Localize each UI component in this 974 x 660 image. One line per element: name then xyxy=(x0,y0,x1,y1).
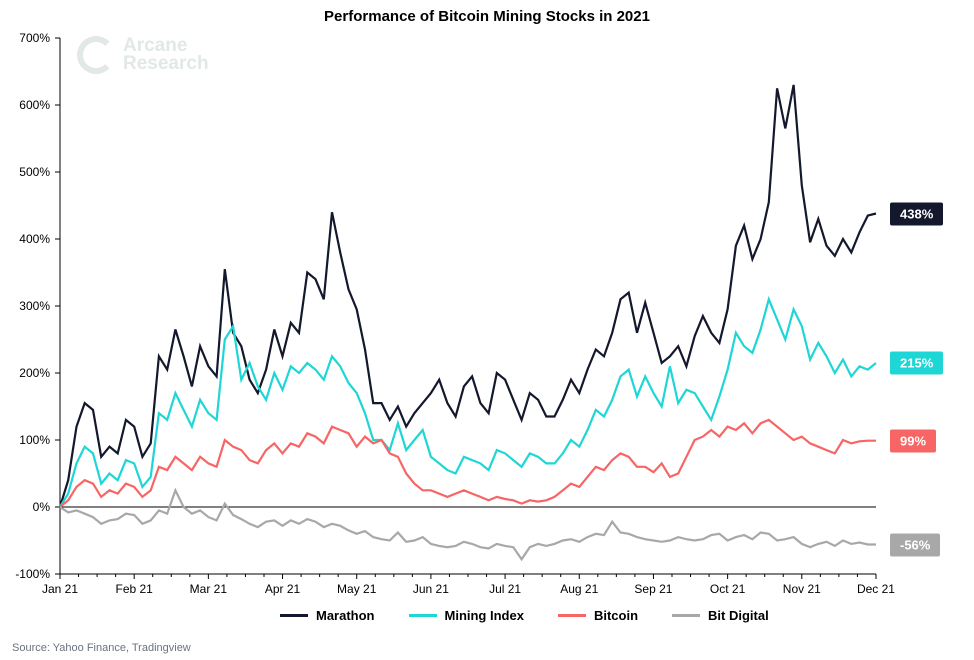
legend-swatch xyxy=(672,614,700,617)
x-axis-label: Nov 21 xyxy=(783,582,821,596)
legend-label: Bit Digital xyxy=(708,608,769,623)
legend-item-bitcoin: Bitcoin xyxy=(558,608,638,623)
y-axis-label: -100% xyxy=(0,567,50,581)
legend-item-marathon: Marathon xyxy=(280,608,375,623)
x-axis-label: Mar 21 xyxy=(190,582,227,596)
y-axis-label: 0% xyxy=(0,500,50,514)
legend-label: Mining Index xyxy=(445,608,524,623)
series-marathon xyxy=(60,85,876,507)
y-axis-label: 400% xyxy=(0,232,50,246)
chart-title: Performance of Bitcoin Mining Stocks in … xyxy=(0,8,974,25)
x-axis-label: Jan 21 xyxy=(42,582,78,596)
x-axis-label: Jun 21 xyxy=(413,582,449,596)
end-label-marathon: 438% xyxy=(890,202,943,225)
plot-area xyxy=(60,38,876,574)
x-axis-label: Jul 21 xyxy=(489,582,521,596)
end-label-bitcoin: 99% xyxy=(890,429,936,452)
chart-container: Performance of Bitcoin Mining Stocks in … xyxy=(0,0,974,660)
x-axis-label: Oct 21 xyxy=(710,582,745,596)
y-axis-label: 300% xyxy=(0,299,50,313)
series-mining-index xyxy=(60,299,876,507)
legend-swatch xyxy=(558,614,586,617)
source-text: Source: Yahoo Finance, Tradingview xyxy=(12,642,191,654)
legend-swatch xyxy=(409,614,437,617)
legend-swatch xyxy=(280,614,308,617)
series-bit-digital xyxy=(60,490,876,559)
legend-item-mining-index: Mining Index xyxy=(409,608,524,623)
x-axis-label: May 21 xyxy=(337,582,376,596)
legend-item-bit-digital: Bit Digital xyxy=(672,608,769,623)
legend-label: Marathon xyxy=(316,608,375,623)
y-axis-label: 700% xyxy=(0,31,50,45)
y-axis-label: 100% xyxy=(0,433,50,447)
x-axis-label: Sep 21 xyxy=(634,582,672,596)
y-axis-label: 500% xyxy=(0,165,50,179)
x-axis-label: Aug 21 xyxy=(560,582,598,596)
legend: Marathon Mining Index Bitcoin Bit Digital xyxy=(280,608,769,623)
series-bitcoin xyxy=(60,420,876,507)
y-axis-label: 600% xyxy=(0,98,50,112)
x-axis-label: Dec 21 xyxy=(857,582,895,596)
x-axis-label: Feb 21 xyxy=(115,582,152,596)
y-axis-label: 200% xyxy=(0,366,50,380)
end-label-bit-digital: -56% xyxy=(890,533,940,556)
end-label-mining-index: 215% xyxy=(890,351,943,374)
legend-label: Bitcoin xyxy=(594,608,638,623)
x-axis-label: Apr 21 xyxy=(265,582,300,596)
